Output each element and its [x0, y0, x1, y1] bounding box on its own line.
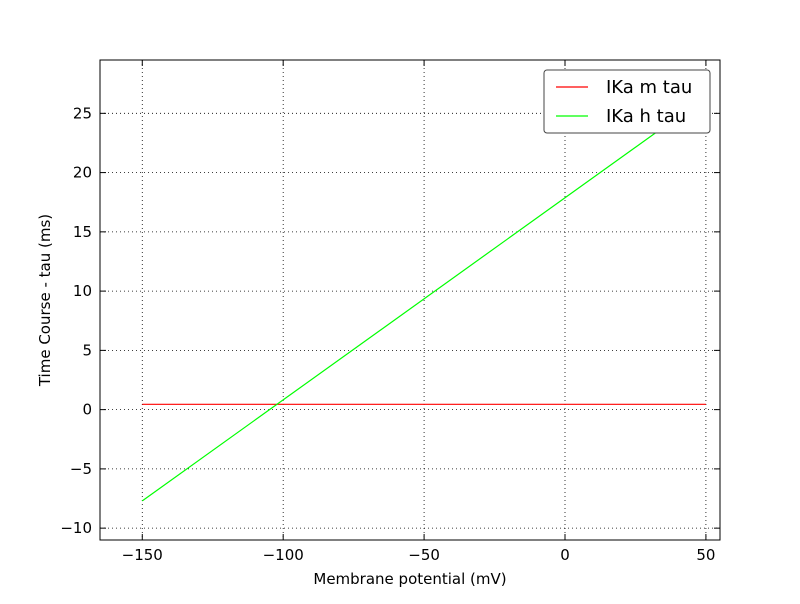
- x-axis-label: Membrane potential (mV): [313, 570, 506, 588]
- plot-frame: [99, 59, 721, 541]
- legend-box: [543, 69, 711, 134]
- legend-entry-label: IKa m tau: [606, 77, 692, 98]
- series-line: [141, 96, 707, 502]
- y-tick-label: −5: [70, 460, 92, 478]
- x-tick-label: 0: [560, 546, 570, 564]
- legend-entry-label: IKa h tau: [606, 106, 686, 127]
- x-tick-label: 50: [696, 546, 715, 564]
- y-tick-label: 15: [73, 223, 92, 241]
- y-tick-label: 5: [82, 341, 92, 359]
- legend: IKa m tau IKa h tau: [543, 69, 711, 134]
- x-tick-label: −150: [122, 546, 163, 564]
- y-tick-label: 0: [82, 401, 92, 419]
- y-tick-label: 20: [73, 164, 92, 182]
- y-tick-label: 25: [73, 104, 92, 122]
- y-axis-label: Time Course - tau (ms): [36, 214, 54, 387]
- grid: [100, 60, 720, 540]
- x-tick-label: −100: [263, 546, 304, 564]
- x-tick-label: −50: [408, 546, 440, 564]
- plot-area: [100, 60, 720, 540]
- y-tick-label: 10: [73, 282, 92, 300]
- y-tick-label: −10: [60, 519, 92, 537]
- series-lines: [141, 96, 707, 502]
